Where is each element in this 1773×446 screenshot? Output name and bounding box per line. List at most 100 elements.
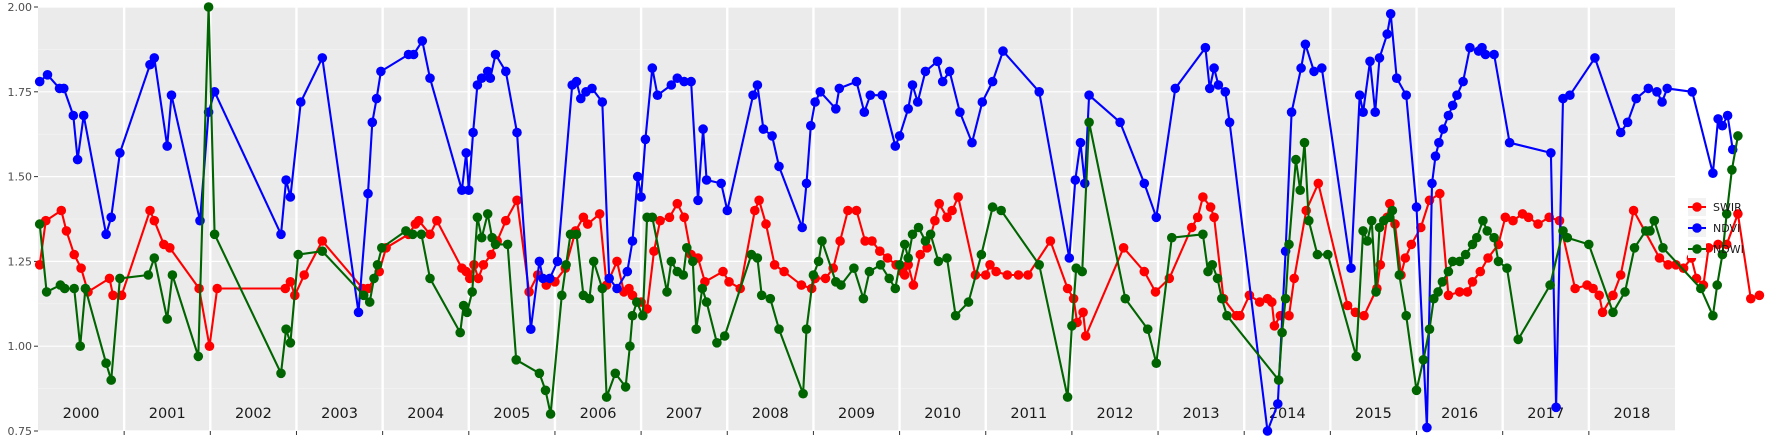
point-ndvi	[859, 107, 870, 117]
point-ndvi	[903, 104, 913, 114]
point-ndwi	[875, 260, 886, 270]
point-ndvi	[597, 97, 608, 107]
panel-label-2007: 2007	[666, 406, 703, 422]
series-ndwi	[34, 2, 1743, 419]
point-ndvi	[1615, 127, 1626, 138]
point-ndwi	[1721, 209, 1732, 219]
point-ndwi	[1034, 260, 1044, 270]
point-ndvi	[166, 90, 177, 100]
point-ndvi	[42, 70, 53, 80]
point-ndwi	[903, 253, 913, 263]
point-ndvi	[1273, 399, 1283, 409]
point-ndvi	[912, 97, 923, 107]
point-ndvi	[587, 83, 597, 94]
point-swir	[860, 236, 870, 246]
point-swir	[299, 270, 310, 280]
point-swir	[1045, 236, 1056, 246]
point-ndvi	[571, 76, 582, 87]
point-ndwi	[1291, 154, 1301, 165]
point-swir	[104, 273, 115, 284]
point-ndwi	[1437, 277, 1448, 287]
point-ndvi	[1151, 212, 1162, 223]
point-ndwi	[627, 310, 638, 321]
point-ndvi	[501, 66, 511, 77]
point-swir	[991, 266, 1001, 277]
point-ndvi	[801, 178, 812, 189]
point-ndwi	[1323, 249, 1333, 260]
point-ndwi	[701, 297, 712, 307]
point-ndvi	[1365, 56, 1375, 67]
point-ndwi	[1447, 256, 1458, 267]
point-ndwi	[1312, 249, 1323, 260]
point-ndwi	[59, 283, 70, 294]
panel-label-2005: 2005	[493, 406, 530, 422]
point-swir	[212, 283, 222, 294]
point-ndwi	[1562, 232, 1573, 243]
point-swir	[796, 280, 807, 290]
point-swir	[851, 205, 862, 216]
point-swir	[718, 266, 728, 277]
point-swir	[512, 195, 522, 206]
point-ndwi	[358, 290, 369, 301]
point-ndvi	[1084, 90, 1094, 100]
point-ndvi	[476, 73, 487, 83]
point-swir	[145, 205, 155, 216]
point-swir	[473, 273, 484, 284]
point-ndvi	[485, 73, 496, 83]
panel-label-2000: 2000	[63, 406, 100, 422]
point-ndvi	[944, 66, 955, 77]
point-ndwi	[1545, 280, 1555, 290]
point-ndvi	[767, 131, 777, 141]
point-ndwi	[490, 239, 501, 250]
panel-label-2016: 2016	[1441, 406, 1478, 422]
point-swir	[1733, 209, 1743, 219]
point-swir	[165, 243, 175, 253]
point-ndwi	[209, 229, 220, 240]
point-ndwi	[950, 310, 961, 321]
point-ndwi	[1067, 321, 1077, 331]
point-ndvi	[1317, 63, 1327, 73]
point-swir	[280, 283, 291, 294]
point-swir	[1406, 239, 1417, 250]
point-swir	[947, 205, 957, 216]
point-ndvi	[1401, 90, 1411, 100]
point-swir	[899, 270, 910, 280]
point-ndvi	[72, 154, 83, 165]
legend-key-marker	[1692, 202, 1702, 212]
point-ndwi	[1513, 334, 1523, 345]
point-swir	[1443, 290, 1454, 301]
point-ndwi	[472, 212, 483, 223]
point-ndvi	[987, 76, 998, 87]
point-ndvi	[1080, 178, 1090, 189]
point-swir	[1523, 212, 1534, 223]
point-ndvi	[461, 148, 472, 158]
point-ndvi	[1443, 110, 1454, 121]
point-ndwi	[75, 341, 85, 352]
point-swir	[942, 212, 952, 223]
point-ndvi	[552, 256, 563, 267]
point-ndvi	[1434, 137, 1444, 148]
point-ndwi	[115, 273, 125, 284]
point-ndwi	[1489, 232, 1499, 243]
point-ndwi	[697, 283, 708, 294]
point-swir	[1013, 270, 1024, 280]
point-swir	[1454, 287, 1465, 297]
point-ndwi	[1362, 236, 1373, 246]
point-swir	[1608, 290, 1618, 301]
point-ndvi	[701, 175, 712, 185]
point-ndvi	[1382, 29, 1392, 39]
point-swir	[1289, 273, 1299, 284]
point-ndwi	[1478, 215, 1488, 226]
point-ndwi	[1120, 293, 1131, 304]
point-ndwi	[534, 368, 545, 379]
point-ndwi	[688, 256, 698, 267]
point-ndwi	[1696, 283, 1706, 294]
point-ndwi	[511, 355, 521, 365]
point-swir	[882, 253, 893, 263]
point-ndvi	[276, 229, 286, 240]
point-swir	[1713, 239, 1723, 250]
point-ndwi	[1645, 226, 1655, 236]
point-swir	[1533, 219, 1543, 229]
panel-label-2008: 2008	[752, 406, 789, 422]
point-ndwi	[1502, 263, 1512, 274]
